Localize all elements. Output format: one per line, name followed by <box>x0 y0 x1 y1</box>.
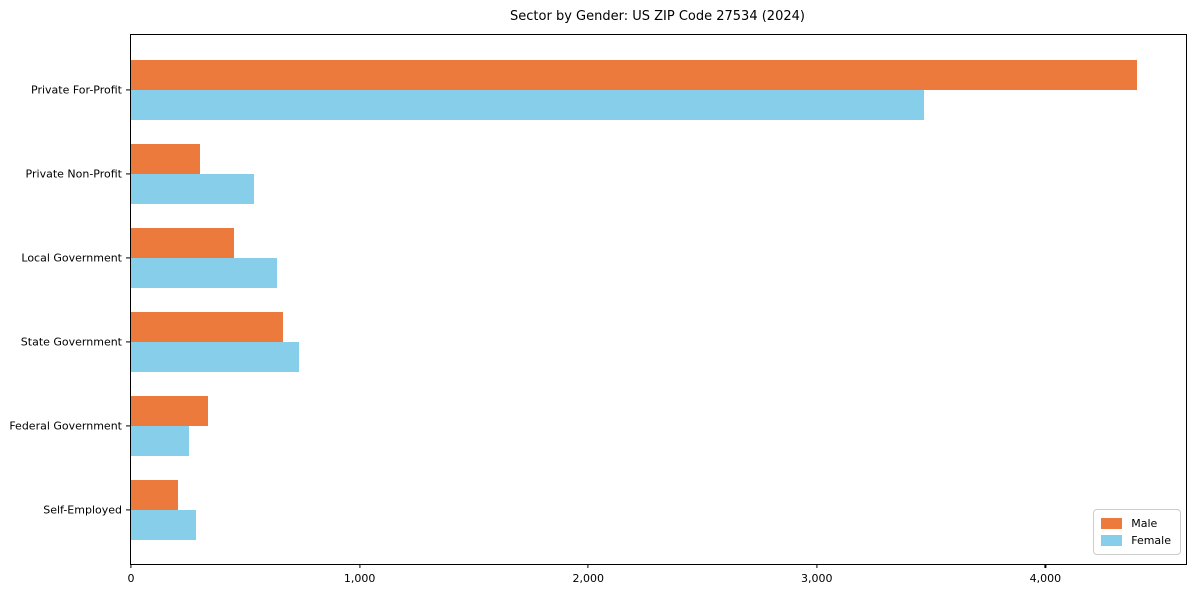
bar-group <box>131 132 1186 216</box>
bar-group <box>131 48 1186 132</box>
y-axis-label: Self-Employed <box>43 503 122 516</box>
bar-female <box>131 173 255 204</box>
y-tick-mark <box>126 340 130 343</box>
y-axis-label: State Government <box>20 335 122 348</box>
male-swatch-icon <box>1101 518 1123 529</box>
bar-group <box>131 216 1186 300</box>
y-tick-mark <box>126 508 130 511</box>
x-tick-mark <box>130 564 132 568</box>
x-tick-label: 0 <box>127 572 135 585</box>
y-axis-label: Federal Government <box>9 419 122 432</box>
bar-female <box>131 509 197 540</box>
x-tick-mark <box>816 564 818 568</box>
bar-male <box>131 311 284 342</box>
y-axis-label: Local Government <box>21 251 122 264</box>
x-tick-label: 4,000 <box>1029 572 1062 585</box>
x-tick-mark <box>1044 564 1046 568</box>
bar-male <box>131 59 1137 90</box>
x-tick-label: 3,000 <box>801 572 833 585</box>
bar-male <box>131 479 178 510</box>
y-axis-label: Private For-Profit <box>31 83 122 96</box>
bar-male <box>131 143 200 174</box>
bar-male <box>131 395 208 426</box>
bar-group <box>131 384 1186 468</box>
bar-group <box>131 468 1186 552</box>
x-tick-mark <box>587 564 589 568</box>
plot-area: Male Female Private For-Profit Private No… <box>9 34 1187 585</box>
bar-female <box>131 89 925 120</box>
legend-item-female: Female <box>1101 532 1171 549</box>
x-tick-label: 1,000 <box>343 572 376 585</box>
legend: Male Female <box>1093 509 1181 555</box>
y-tick-mark <box>126 256 130 259</box>
chart-title: Sector by Gender: US ZIP Code 27534 (202… <box>510 9 805 24</box>
legend-label-male: Male <box>1131 517 1158 530</box>
female-swatch-icon <box>1101 535 1123 546</box>
legend-label-female: Female <box>1131 534 1171 547</box>
bar-female <box>131 341 300 372</box>
bar-group <box>131 300 1186 384</box>
y-tick-mark <box>126 424 130 427</box>
y-axis-label: Private Non-Profit <box>25 167 122 180</box>
x-tick-mark <box>359 564 361 568</box>
bar-female <box>131 425 190 456</box>
bar-female <box>131 257 278 288</box>
legend-item-male: Male <box>1101 515 1171 532</box>
x-tick-label: 2,000 <box>572 572 604 585</box>
bar-male <box>131 227 234 258</box>
y-tick-mark <box>126 88 130 91</box>
y-tick-mark <box>126 172 130 175</box>
